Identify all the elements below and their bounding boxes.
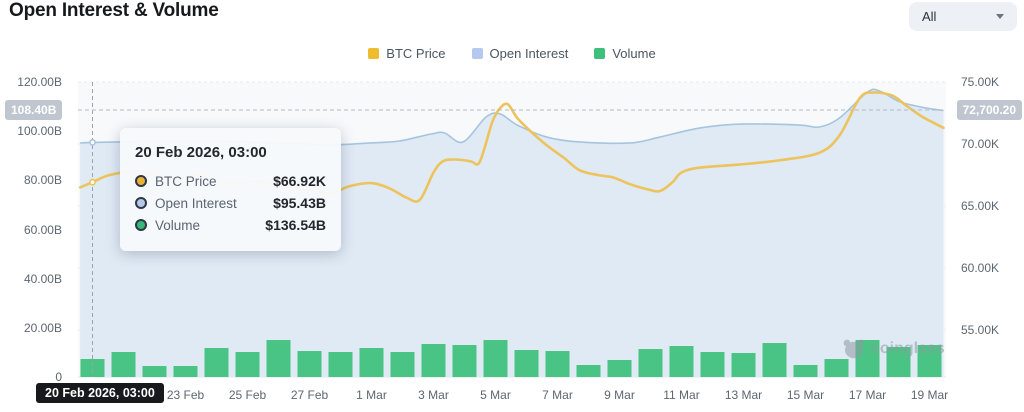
left-axis-tick: 20.00B (23, 320, 62, 335)
legend-label: Volume (612, 46, 656, 61)
volume-bar[interactable] (297, 351, 322, 377)
volume-bar[interactable] (917, 345, 942, 377)
legend-item-volume[interactable]: Volume (594, 46, 656, 61)
open-interest-swatch-icon (471, 48, 483, 59)
right-axis-tick: 75.00K (961, 75, 1000, 89)
tooltip-row-volume: Volume $136.54B (135, 217, 326, 233)
x-axis-tick: 27 Feb (290, 388, 329, 402)
chart-legend: BTC Price Open Interest Volume (0, 46, 1024, 61)
volume-bar[interactable] (328, 352, 353, 377)
x-axis-pointer-badge: 20 Feb 2026, 03:00 (36, 383, 164, 403)
open-interest-hover-dot (89, 139, 96, 146)
legend-label: Open Interest (489, 46, 569, 61)
time-range-value: All (922, 9, 937, 24)
volume-bar[interactable] (204, 348, 229, 377)
x-axis-tick: 13 Mar (724, 388, 763, 402)
volume-bar[interactable] (483, 340, 508, 377)
volume-bar[interactable] (235, 352, 260, 377)
legend-item-btc-price[interactable]: BTC Price (368, 46, 446, 61)
volume-bar[interactable] (886, 347, 911, 377)
volume-dot-icon (135, 219, 147, 231)
left-axis-tick: 40.00B (23, 271, 62, 286)
right-axis-tick: 55.00K (961, 323, 1000, 337)
volume-bar[interactable] (173, 366, 198, 377)
volume-bar[interactable] (390, 352, 415, 377)
tooltip-row-btc-price: BTC Price $66.92K (135, 173, 326, 189)
volume-bar[interactable] (545, 351, 570, 377)
volume-bar[interactable] (80, 359, 105, 377)
x-axis-tick: 19 Mar (910, 388, 949, 402)
right-axis-tick: 65.00K (961, 199, 1000, 213)
btc-price-hover-dot (89, 178, 96, 186)
left-axis-tick: 100.00B (17, 124, 62, 139)
left-axis-tick: 80.00B (23, 173, 62, 188)
volume-swatch-icon (594, 48, 606, 59)
x-axis-tick: 9 Mar (604, 388, 635, 402)
tooltip-row-open-interest: Open Interest $95.43B (135, 195, 326, 211)
chart-tooltip: 20 Feb 2026, 03:00 BTC Price $66.92K Ope… (120, 128, 341, 251)
tooltip-date: 20 Feb 2026, 03:00 (135, 144, 267, 161)
volume-bar[interactable] (762, 343, 787, 377)
x-axis-tick: 5 Mar (480, 388, 511, 402)
page-title: Open Interest & Volume (9, 0, 219, 21)
x-axis-tick: 3 Mar (418, 388, 449, 402)
volume-bar[interactable] (824, 359, 849, 377)
btc-price-dot-icon (135, 175, 147, 187)
volume-bar[interactable] (731, 352, 756, 377)
volume-bar[interactable] (359, 348, 384, 377)
volume-bar[interactable] (576, 365, 601, 377)
left-axis-tick: 0 (55, 370, 62, 384)
x-axis-tick: 25 Feb (228, 388, 267, 402)
x-axis-tick: 1 Mar (356, 388, 387, 402)
btc-price-swatch-icon (368, 48, 380, 59)
volume-bar[interactable] (638, 349, 663, 377)
volume-bar[interactable] (111, 352, 136, 377)
left-axis-tick: 120.00B (17, 75, 62, 89)
open-interest-dot-icon (135, 197, 147, 209)
right-axis-tick: 70.00K (961, 137, 1000, 151)
volume-bar[interactable] (514, 350, 539, 377)
right-axis-tick: 60.00K (961, 261, 1000, 275)
volume-bar[interactable] (607, 359, 632, 377)
legend-item-open-interest[interactable]: Open Interest (471, 46, 569, 61)
volume-bar[interactable] (452, 345, 477, 377)
time-range-dropdown[interactable]: All (909, 2, 1017, 31)
volume-bar[interactable] (669, 346, 694, 377)
volume-bar[interactable] (793, 365, 818, 377)
legend-label: BTC Price (386, 46, 446, 61)
x-axis-tick: 17 Mar (848, 388, 887, 402)
x-axis-tick: 7 Mar (542, 388, 573, 402)
volume-bar[interactable] (700, 352, 725, 377)
left-axis-tick: 60.00B (23, 222, 62, 237)
x-axis-tick: 23 Feb (166, 388, 205, 402)
volume-bar[interactable] (855, 340, 880, 377)
left-axis-pointer-badge: 108.40B (5, 100, 63, 120)
volume-bar[interactable] (421, 344, 446, 377)
x-axis-tick: 15 Mar (786, 388, 825, 402)
volume-bar[interactable] (266, 340, 291, 377)
x-axis-tick: 11 Mar (663, 388, 700, 402)
chevron-down-icon (996, 14, 1004, 19)
right-axis-pointer-badge: 72,700.20 (956, 100, 1022, 120)
volume-bar[interactable] (142, 366, 167, 377)
